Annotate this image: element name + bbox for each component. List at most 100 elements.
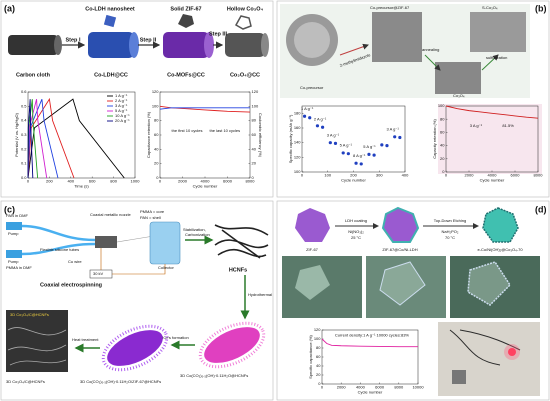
x-tick-label: 600 — [89, 179, 96, 184]
annotation: 3 A g⁻¹ — [386, 127, 399, 132]
data-line — [159, 107, 250, 110]
label: Pump — [8, 231, 19, 236]
annotation: 2 A g⁻¹ — [314, 116, 327, 121]
plot-area — [322, 330, 418, 384]
pump — [6, 250, 22, 258]
x-tick-label: 0 — [445, 173, 448, 178]
x-tick-label: 8000 — [394, 385, 404, 390]
y-axis-label: Capacitance retention (%) — [146, 111, 151, 158]
data-point — [393, 135, 397, 139]
zif-crystal — [295, 208, 330, 242]
x-tick-label: 10000 — [412, 385, 424, 390]
label: Top-Down Etching — [434, 218, 466, 223]
label: PMMA in DMF — [6, 265, 32, 270]
label: Step II — [140, 37, 157, 43]
y2-tick-label: 120 — [252, 89, 259, 94]
x-tick-label: 4000 — [488, 173, 498, 178]
label: Carbonization — [185, 232, 210, 237]
label: Flexible silicone tubes — [40, 247, 79, 252]
x-tick-label: 6000 — [511, 173, 521, 178]
y2-tick-label: 60 — [252, 132, 257, 137]
x-tick-label: 800 — [110, 179, 117, 184]
x-tick-label: 4000 — [201, 179, 211, 184]
wire — [100, 248, 166, 275]
label: 3D Co(CO₃)₀.₅(OH)·0.11H₂O/ZIF-67@HCNFs — [80, 379, 161, 384]
x-tick-label: 1000 — [131, 179, 141, 184]
label: Co₃O₄@CC — [230, 72, 260, 78]
y2-tick-label: 100 — [252, 103, 259, 108]
y-tick-label: 80 — [154, 118, 159, 123]
legend-label: 10 A g⁻¹ — [115, 113, 130, 118]
y-tick-label: 0 — [442, 169, 445, 174]
y-tick-label: 100 — [294, 169, 301, 174]
y-tick-label: 160 — [294, 125, 301, 130]
label: Pump — [8, 259, 19, 264]
x-tick-label: 100 — [324, 173, 331, 178]
label: Co-precursor — [300, 85, 324, 90]
zif-icon — [178, 14, 194, 28]
x-tick-label: 2000 — [337, 385, 347, 390]
x-axis-label: Time (s) — [74, 184, 89, 189]
led — [508, 348, 516, 356]
label: Solid ZIF-67 — [170, 6, 201, 12]
coated-crystal — [381, 206, 420, 243]
y-axis-label: Capacity retention (%) — [432, 119, 437, 159]
annotation: 1 A g⁻¹ — [301, 106, 314, 111]
annotation: 8 A g⁻¹ — [353, 153, 366, 158]
y-tick-label: 120 — [152, 89, 159, 94]
y-tick-label: 0 — [156, 175, 159, 180]
label: Step III — [209, 31, 228, 37]
data-point — [372, 153, 376, 157]
data-point — [328, 141, 332, 145]
label: ZIF-67@Co/Ni-LDH — [382, 247, 417, 252]
label: 30 kV — [93, 271, 104, 276]
sem-image — [372, 12, 422, 62]
y2-tick-label: 40 — [252, 146, 257, 151]
pump — [6, 222, 22, 230]
y-tick-label: 140 — [294, 140, 301, 145]
y-tick-label: 180 — [294, 110, 301, 115]
y-axis-label: Specific capacity (mAh g⁻¹) — [288, 114, 293, 163]
data-point — [354, 161, 358, 165]
y-tick-label: 80 — [316, 345, 321, 350]
y-tick-label: 0.6 — [21, 89, 27, 94]
y-tick-label: 40 — [440, 143, 445, 148]
y-tick-label: 100 — [314, 336, 321, 341]
x-tick-label: 0 — [321, 385, 324, 390]
panel-frame — [0, 0, 274, 198]
label: PMMA = core — [140, 209, 165, 214]
label: Ni(NO₃)₂ — [348, 229, 364, 234]
label: 3D Co₃O₄/C@HCNFs — [6, 379, 45, 384]
y-tick-label: 60 — [154, 132, 159, 137]
y-tick-label: 0.0 — [21, 175, 27, 180]
x-tick-label: 400 — [67, 179, 74, 184]
wire — [449, 329, 521, 366]
y2-tick-label: 80 — [252, 118, 257, 123]
x-tick-label: 0 — [27, 179, 30, 184]
data-point — [367, 152, 371, 156]
plot-area — [302, 106, 405, 172]
x-axis-label: Cycle number — [358, 390, 383, 395]
data-point — [398, 135, 402, 140]
label: LDH coating — [345, 218, 367, 223]
x-tick-label: 6000 — [375, 385, 385, 390]
label: Co₃O₄ — [453, 93, 465, 98]
data-point — [302, 114, 307, 118]
label: Coaxial metallic nozzle — [90, 212, 131, 217]
y2-tick-label: 20 — [252, 161, 257, 166]
x-tick-label: 200 — [46, 179, 53, 184]
mof-cylinder — [163, 32, 214, 58]
panel-frame — [276, 0, 550, 198]
co3o4-cylinder — [225, 33, 269, 57]
label: annealing — [422, 47, 439, 52]
x-tick-label: 200 — [350, 173, 357, 178]
legend-label: 1 A g⁻¹ — [115, 93, 128, 98]
label: Collector — [158, 265, 174, 270]
data-point — [385, 144, 389, 148]
data-line — [321, 338, 418, 348]
annotation: 5 A g⁻¹ — [363, 144, 376, 149]
x-tick-label: 0 — [301, 173, 304, 178]
fiber-pink — [198, 321, 266, 369]
y-tick-label: 20 — [154, 161, 159, 166]
label: 3D Co(CO₃)₀.₅(OH)·0.11H₂O@HCNFs — [180, 373, 248, 378]
